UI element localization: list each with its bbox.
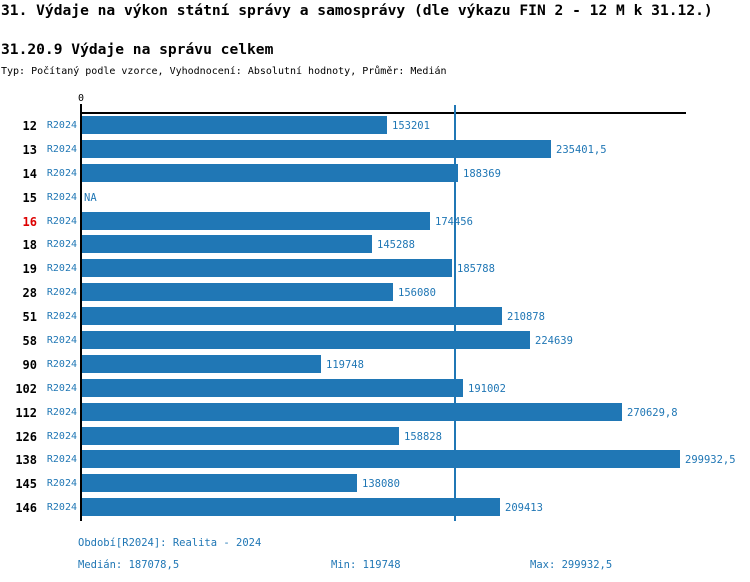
footer-max-label: Max: 299932,5 <box>530 559 613 571</box>
row-category-label: 15 <box>22 190 37 205</box>
row-series-label: R2024 <box>46 502 77 514</box>
row-series-label: R2024 <box>46 215 77 227</box>
value-label: 185788 <box>457 263 495 276</box>
value-bar <box>82 116 387 134</box>
chart-row: 51 R2024 210878 <box>0 305 750 329</box>
row-category-label: 51 <box>22 310 37 325</box>
row-category-label: 126 <box>15 429 37 444</box>
chart-row: 138 R2024 299932,5 <box>0 448 750 472</box>
value-bar <box>82 354 321 373</box>
chart-row: 12 R2024 153201 <box>0 114 750 138</box>
row-category-label: 14 <box>22 166 37 181</box>
value-bar <box>82 331 530 350</box>
row-series-label: R2024 <box>46 311 77 323</box>
axis-zero-label: 0 <box>77 93 85 104</box>
chart-rows: 12 R2024 153201 13 R2024 235401,5 14 R2024 18836… <box>0 114 750 520</box>
value-bar <box>82 259 452 278</box>
value-label: 209413 <box>505 501 543 514</box>
row-category-label: 112 <box>15 405 37 420</box>
axis-zero-tick <box>80 104 82 112</box>
value-label: 299932,5 <box>685 454 736 467</box>
value-label: 270629,8 <box>627 406 678 419</box>
row-category-label: 18 <box>22 238 37 253</box>
value-bar <box>82 426 399 445</box>
chart-row: 112 R2024 270629,8 <box>0 401 750 425</box>
value-bar <box>82 211 430 230</box>
chart-row: 15 R2024 NA <box>0 186 750 210</box>
row-series-label: R2024 <box>46 191 77 203</box>
value-bar <box>82 450 680 469</box>
footer-period-label: Období[R2024]: Realita - 2024 <box>78 537 262 549</box>
value-bar <box>82 163 458 182</box>
value-bar <box>82 235 372 254</box>
value-label: 174456 <box>435 215 473 228</box>
chart-row: 102 R2024 191002 <box>0 377 750 401</box>
value-bar <box>82 498 500 517</box>
chart-row: 146 R2024 209413 <box>0 496 750 520</box>
value-label: 158828 <box>404 430 442 443</box>
row-category-label: 90 <box>22 357 37 372</box>
row-series-label: R2024 <box>46 454 77 466</box>
row-category-label: 146 <box>15 501 37 516</box>
value-label: 191002 <box>468 382 506 395</box>
row-category-label: 19 <box>22 262 37 277</box>
value-label: 138080 <box>362 478 400 491</box>
row-category-label: 28 <box>22 286 37 301</box>
row-series-label: R2024 <box>46 430 77 442</box>
row-category-label: 13 <box>22 142 37 157</box>
chart-row: 16 R2024 174456 <box>0 210 750 234</box>
chart-row: 126 R2024 158828 <box>0 425 750 449</box>
value-label: 188369 <box>463 167 501 180</box>
row-category-label: 58 <box>22 333 37 348</box>
chart-row: 18 R2024 145288 <box>0 233 750 257</box>
value-bar <box>82 283 393 302</box>
row-series-label: R2024 <box>46 334 77 346</box>
row-series-label: R2024 <box>46 263 77 275</box>
indicator-meta: Typ: Počítaný podle vzorce, Vyhodnocení:… <box>1 66 447 77</box>
row-series-label: R2024 <box>46 382 77 394</box>
value-label: 153201 <box>392 119 430 132</box>
axis-top-line <box>80 112 686 114</box>
value-label: NA <box>84 191 97 204</box>
row-series-label: R2024 <box>46 478 77 490</box>
row-category-label: 102 <box>15 381 37 396</box>
row-category-label: 145 <box>15 477 37 492</box>
chart-row: 13 R2024 235401,5 <box>0 138 750 162</box>
row-series-label: R2024 <box>46 119 77 131</box>
value-bar <box>82 378 463 397</box>
row-series-label: R2024 <box>46 406 77 418</box>
value-label: 119748 <box>326 358 364 371</box>
value-bar <box>82 402 622 421</box>
row-category-label: 138 <box>15 453 37 468</box>
value-label: 156080 <box>398 286 436 299</box>
row-series-label: R2024 <box>46 287 77 299</box>
row-series-label: R2024 <box>46 143 77 155</box>
row-series-label: R2024 <box>46 167 77 179</box>
value-bar <box>82 474 357 493</box>
axis-y-line <box>80 112 82 521</box>
chart-row: 58 R2024 224639 <box>0 329 750 353</box>
row-category-label: 12 <box>22 118 37 133</box>
report-title: 31. Výdaje na výkon státní správy a samo… <box>1 2 713 19</box>
indicator-title: 31.20.9 Výdaje na správu celkem <box>1 41 274 58</box>
row-category-label: 16 <box>22 214 37 229</box>
value-label: 210878 <box>507 310 545 323</box>
value-label: 145288 <box>377 239 415 252</box>
value-label: 235401,5 <box>556 143 607 156</box>
chart-row: 90 R2024 119748 <box>0 353 750 377</box>
footer-median-label: Medián: 187078,5 <box>78 559 180 571</box>
chart-row: 14 R2024 188369 <box>0 162 750 186</box>
chart-row: 145 R2024 138080 <box>0 472 750 496</box>
row-series-label: R2024 <box>46 358 77 370</box>
row-series-label: R2024 <box>46 239 77 251</box>
chart-row: 19 R2024 185788 <box>0 257 750 281</box>
chart-row: 28 R2024 156080 <box>0 281 750 305</box>
value-bar <box>82 307 502 326</box>
value-bar <box>82 139 551 158</box>
footer-min-label: Min: 119748 <box>331 559 401 571</box>
value-label: 224639 <box>535 334 573 347</box>
